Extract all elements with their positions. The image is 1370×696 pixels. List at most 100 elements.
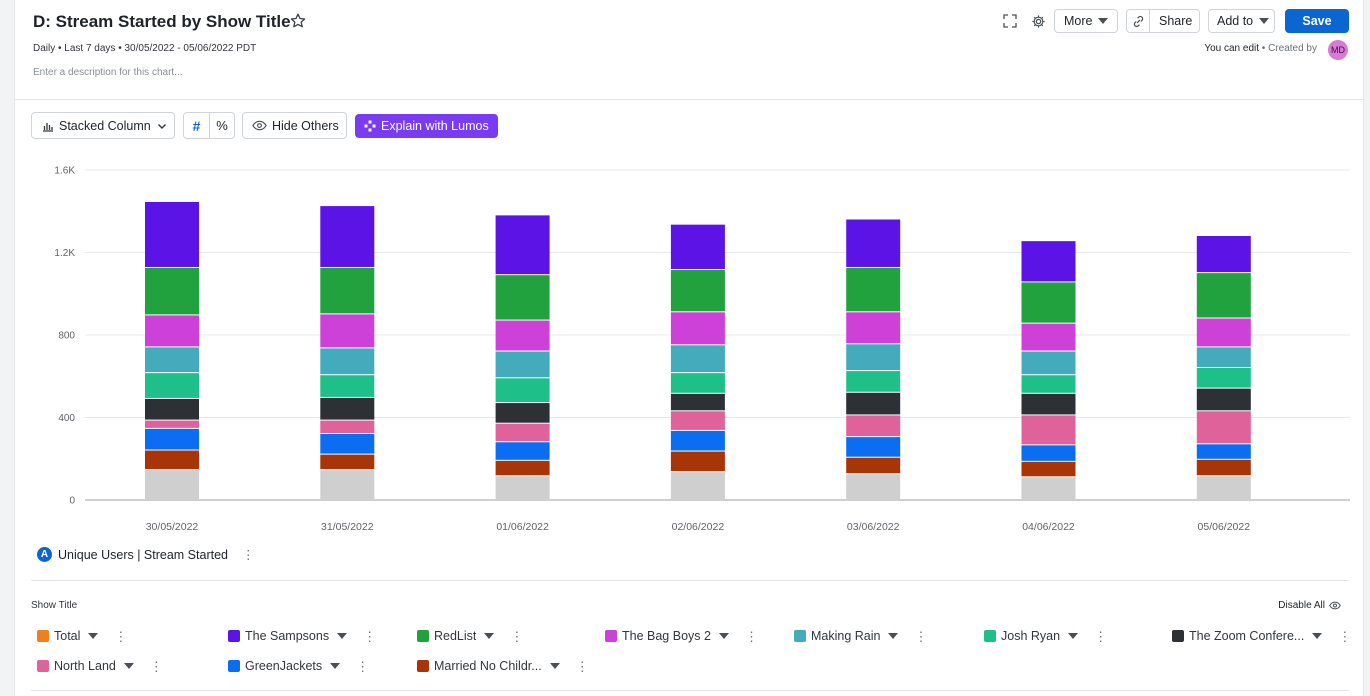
kebab-menu-icon[interactable]: ⋮ [914, 628, 928, 644]
bar-segment[interactable] [1021, 445, 1076, 461]
kebab-menu-icon[interactable]: ⋮ [356, 658, 370, 674]
legend-item[interactable]: Married No Childr... ⋮ [417, 657, 589, 675]
legend-item[interactable]: The Zoom Confere... ⋮ [1172, 627, 1351, 645]
chart-type-dropdown[interactable]: Stacked Column [31, 112, 175, 139]
legend-swatch[interactable] [37, 660, 49, 672]
bar-segment[interactable] [670, 411, 725, 430]
bar-segment[interactable] [495, 442, 550, 460]
fullscreen-icon[interactable] [1000, 11, 1020, 31]
bar-segment[interactable] [1196, 347, 1251, 367]
chevron-down-icon[interactable] [718, 633, 729, 639]
metric-label[interactable]: Unique Users | Stream Started [58, 547, 228, 562]
bar-segment[interactable] [1196, 476, 1251, 499]
bar-segment[interactable] [1021, 415, 1076, 445]
bar-segment[interactable] [1196, 318, 1251, 347]
save-button[interactable]: Save [1285, 9, 1349, 33]
bar-segment[interactable] [1021, 323, 1076, 351]
kebab-menu-icon[interactable]: ⋮ [149, 658, 163, 674]
star-icon[interactable] [289, 12, 307, 30]
bar-segment[interactable] [495, 320, 550, 351]
bar-segment[interactable] [320, 267, 375, 314]
bar-segment[interactable] [320, 206, 375, 267]
bar-segment[interactable] [846, 344, 901, 371]
bar-segment[interactable] [320, 454, 375, 470]
bar-segment[interactable] [1021, 241, 1076, 282]
explain-with-lumos-button[interactable]: Explain with Lumos [355, 114, 498, 138]
percent-toggle[interactable]: % [216, 118, 228, 133]
bar-segment[interactable] [670, 345, 725, 373]
link-icon[interactable] [1127, 10, 1150, 32]
bar-segment[interactable] [320, 314, 375, 348]
bar-segment[interactable] [145, 398, 199, 420]
legend-item[interactable]: Total ⋮ [37, 627, 127, 645]
chevron-down-icon[interactable] [888, 633, 899, 639]
chart-title[interactable]: D: Stream Started by Show Title [33, 12, 291, 31]
kebab-menu-icon[interactable]: ⋮ [363, 628, 377, 644]
bar-segment[interactable] [670, 430, 725, 451]
bar-segment[interactable] [145, 428, 199, 450]
chevron-down-icon[interactable] [1312, 633, 1323, 639]
kebab-menu-icon[interactable]: ⋮ [1338, 628, 1352, 644]
bar-segment[interactable] [1021, 351, 1076, 375]
bar-segment[interactable] [495, 275, 550, 320]
bar-segment[interactable] [670, 312, 725, 345]
chevron-down-icon[interactable] [337, 633, 348, 639]
bar-segment[interactable] [320, 420, 375, 433]
bar-segment[interactable] [846, 312, 901, 344]
bar-segment[interactable] [495, 215, 550, 275]
bar-segment[interactable] [495, 351, 550, 378]
avatar[interactable]: MD [1328, 40, 1348, 60]
bar-segment[interactable] [846, 392, 901, 415]
legend-item[interactable]: GreenJackets ⋮ [228, 657, 369, 675]
hide-others-button[interactable]: Hide Others [242, 112, 347, 139]
bar-segment[interactable] [846, 371, 901, 392]
legend-item[interactable]: RedList ⋮ [417, 627, 523, 645]
legend-swatch[interactable] [417, 660, 429, 672]
legend-item[interactable]: Making Rain ⋮ [794, 627, 927, 645]
legend-swatch[interactable] [37, 630, 49, 642]
bar-segment[interactable] [495, 378, 550, 403]
bar-segment[interactable] [1021, 461, 1076, 477]
bar-segment[interactable] [145, 347, 199, 373]
bar-segment[interactable] [145, 315, 199, 347]
chevron-down-icon[interactable] [484, 633, 495, 639]
description-input[interactable]: Enter a description for this chart... [33, 67, 183, 78]
bar-segment[interactable] [145, 373, 199, 398]
bar-segment[interactable] [670, 373, 725, 393]
metric-menu-icon[interactable]: ⋮ [241, 548, 255, 562]
bar-segment[interactable] [145, 201, 199, 267]
bar-segment[interactable] [1196, 236, 1251, 273]
bar-segment[interactable] [320, 397, 375, 420]
bar-segment[interactable] [846, 219, 901, 267]
chevron-down-icon[interactable] [549, 663, 560, 669]
bar-segment[interactable] [495, 460, 550, 476]
disable-all-button[interactable]: Disable All [1278, 600, 1341, 611]
legend-item[interactable]: The Sampsons ⋮ [228, 627, 376, 645]
chevron-down-icon[interactable] [330, 663, 341, 669]
more-button[interactable]: More [1054, 9, 1118, 33]
bar-segment[interactable] [1196, 459, 1251, 476]
chevron-down-icon[interactable] [123, 663, 134, 669]
kebab-menu-icon[interactable]: ⋮ [510, 628, 524, 644]
bar-segment[interactable] [495, 403, 550, 423]
legend-swatch[interactable] [984, 630, 996, 642]
bar-segment[interactable] [320, 434, 375, 454]
add-to-button[interactable]: Add to [1208, 9, 1275, 33]
legend-item[interactable]: North Land ⋮ [37, 657, 163, 675]
bar-segment[interactable] [846, 267, 901, 312]
legend-swatch[interactable] [228, 630, 240, 642]
bar-segment[interactable] [495, 476, 550, 499]
chevron-down-icon[interactable] [88, 633, 99, 639]
legend-item[interactable]: The Bag Boys 2 ⋮ [605, 627, 758, 645]
bar-segment[interactable] [1021, 375, 1076, 393]
bar-segment[interactable] [670, 451, 725, 472]
bar-segment[interactable] [670, 393, 725, 411]
share-button[interactable]: Share [1126, 9, 1200, 33]
bar-segment[interactable] [1196, 444, 1251, 459]
bar-segment[interactable] [670, 224, 725, 270]
bar-segment[interactable] [320, 375, 375, 397]
bar-segment[interactable] [846, 457, 901, 474]
bar-segment[interactable] [670, 270, 725, 312]
bar-segment[interactable] [1196, 388, 1251, 411]
bar-segment[interactable] [145, 420, 199, 428]
